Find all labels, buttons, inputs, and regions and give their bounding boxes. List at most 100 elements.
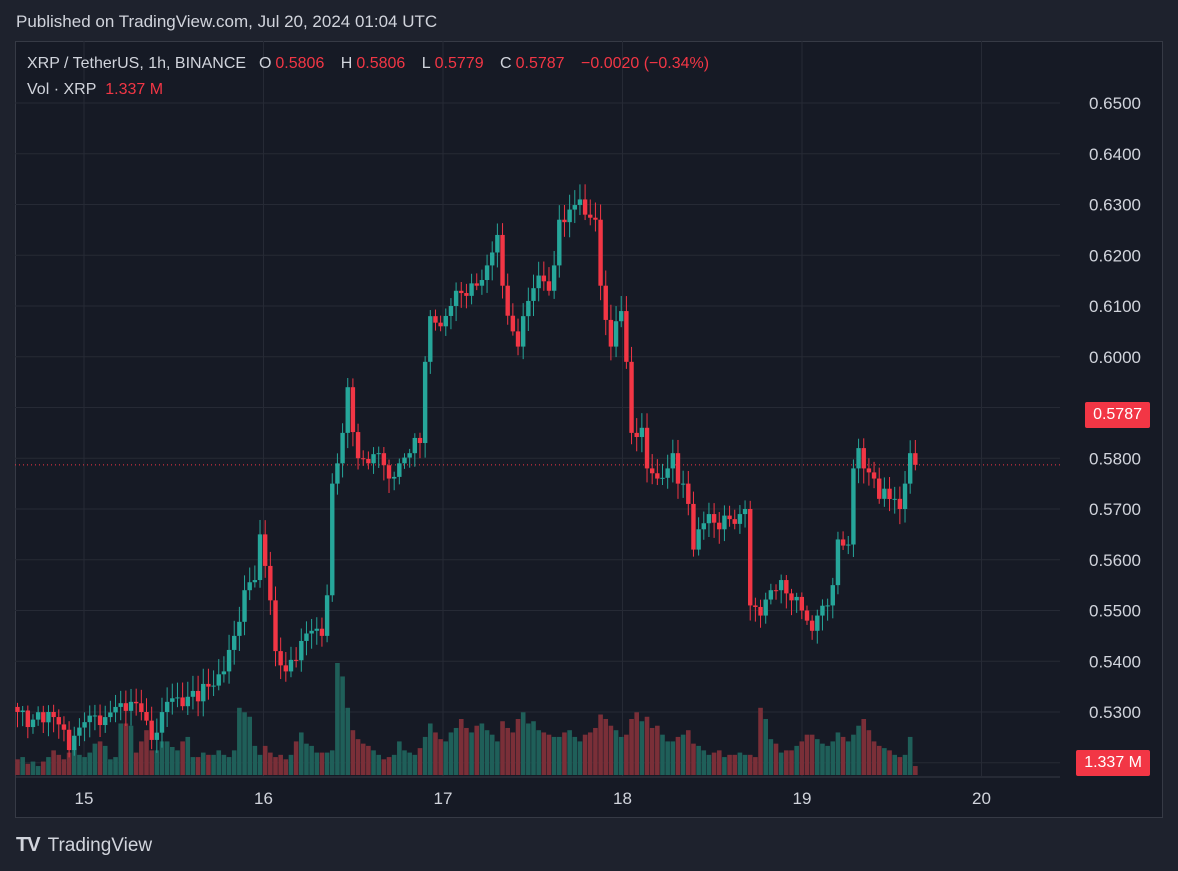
volume-bar [102,745,108,775]
candle-body [293,659,299,661]
price-tick-label: 0.5300 [1089,703,1141,722]
candle-body [706,514,712,524]
price-chart[interactable]: 0.65000.64000.63000.62000.61000.60000.59… [15,41,1163,818]
volume-bar [845,741,851,775]
candle-body [381,453,387,466]
volume-bar [428,723,433,775]
candle-body [675,453,681,484]
candle-body [768,590,774,600]
volume-bar [190,757,196,775]
candle-body [526,300,531,317]
candles [15,184,918,758]
candle-body [226,649,232,672]
volume-bar [268,752,273,775]
candle-body [355,432,361,459]
candle-body [371,454,376,464]
candle-body [634,432,639,438]
time-tick-label: 16 [254,789,273,808]
volume-bar [856,725,861,775]
volume-bar [273,757,278,775]
candle-body [815,615,820,631]
volume-bar [639,721,645,775]
candle-body [531,288,536,301]
volume-bar [299,732,304,775]
volume-bar [391,754,397,775]
volume-bar [634,712,639,775]
candle-body [15,706,20,712]
candle-body [670,453,676,469]
candle-body [577,199,583,206]
change-value: −0.0020 (−0.34%) [581,55,710,72]
volume-tag: 1.337 M [1076,750,1150,776]
volume-bar [675,736,681,775]
volume-bar [593,727,598,775]
candle-body [748,509,753,606]
low-value: 0.5779 [434,55,484,72]
candle-body [510,315,516,332]
volume-bar [835,732,841,775]
candle-body [567,209,572,223]
volume-bar [469,732,474,775]
volume-bar [577,741,583,775]
candle-body [438,322,443,327]
candle-body [66,729,72,751]
candle-body [644,427,650,469]
volume-bar [789,750,794,775]
volume-bar [711,752,717,775]
candle-body [799,596,805,611]
volume-label: Vol · XRP [27,81,97,98]
grid-lines [15,41,1060,776]
volume-bar [458,719,464,775]
volume-bar [722,757,727,775]
volume-bar [670,741,676,775]
candle-body [397,463,402,477]
volume-bar [598,714,603,775]
volume-bar [402,750,407,775]
tradingview-logo-icon[interactable]: TV [16,834,41,856]
candle-body [195,690,201,702]
volume-bar [618,736,624,775]
volume-bar [474,725,480,775]
volume-bar [737,752,743,775]
candle-body [809,620,815,631]
candle-body [159,712,165,733]
candle-body [696,529,701,550]
candle-body [273,600,278,652]
candle-body [350,387,356,433]
candle-body [753,605,758,607]
candle-body [871,472,877,479]
brand-name[interactable]: TradingView [47,834,153,856]
volume-bar [809,734,815,775]
candle-body [846,544,851,546]
volume-bar [304,743,309,775]
symbol-label[interactable]: XRP / TetherUS, 1h, BINANCE [27,55,247,72]
volume-bar [820,743,825,775]
volume-bar [680,734,686,775]
candle-body [386,465,392,479]
candle-body [624,311,629,362]
candle-body [443,315,448,327]
candle-body [164,701,170,713]
volume-bar [871,741,877,775]
candle-body [840,539,846,546]
candle-body [551,265,557,291]
candle-body [340,432,345,464]
volume-bar [851,734,856,775]
volume-bar [732,754,738,775]
volume-bar [278,754,283,775]
low-label: L [421,55,431,72]
time-tick-label: 19 [793,789,812,808]
volume-bar [649,727,655,775]
candle-body [789,593,794,601]
volume-bar [484,730,490,775]
chart-frame[interactable] [15,41,1163,818]
candle-body [237,621,242,636]
candle-body [639,427,645,438]
time-tick-label: 15 [75,789,94,808]
volume-bar [536,730,541,775]
candle-body [691,503,696,550]
volume-bar [200,752,206,775]
price-tick-label: 0.5600 [1089,551,1141,570]
volume-bar [655,725,660,775]
volume-bar [237,707,242,775]
